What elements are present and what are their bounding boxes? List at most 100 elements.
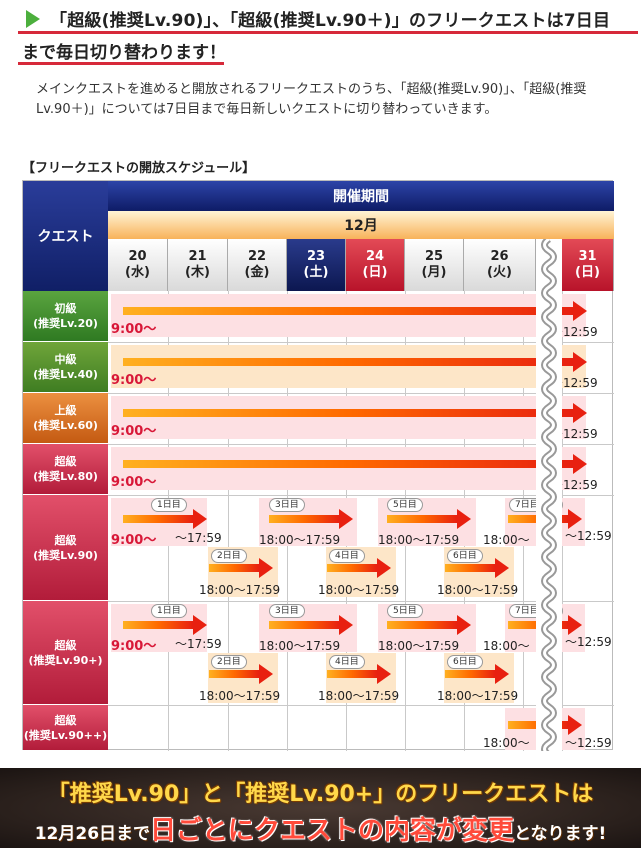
heading-arrow-icon (26, 10, 40, 28)
day-header-31: 31 (日) (562, 239, 614, 291)
time-slot-open: 18:00〜 (483, 533, 530, 547)
day-badge: 3日目 (269, 498, 305, 512)
period-arrow (123, 509, 207, 529)
row-recommended: (推奨Lv.20) (33, 317, 98, 330)
schedule-table: クエスト 開催期間 12月 20 (水) 21 (木) 22 (金) 23 (土) 24 (日) 2… (22, 180, 614, 751)
time-slot: 18:00〜17:59 (259, 533, 341, 547)
footer-date: 12月26日まで (34, 824, 151, 844)
row-level: 超級 (54, 533, 77, 547)
row-recommended: (推奨Lv.80) (33, 470, 98, 483)
end-time: 〜17:59 (175, 531, 222, 545)
row-divider (108, 601, 614, 602)
period-arrow (269, 615, 353, 635)
time-band (111, 345, 586, 388)
day-of-week: (日) (362, 265, 388, 280)
period-arrow (269, 509, 353, 529)
schedule-title: 【フリークエストの開放スケジュール】 (22, 161, 256, 176)
time-slot: 18:00〜17:59 (199, 689, 281, 703)
row-divider (108, 705, 614, 706)
day-number: 24 (365, 249, 385, 264)
row-recommended: (推奨Lv.90+) (28, 653, 103, 667)
row-level: 中級 (54, 353, 77, 366)
time-slot: 18:00〜17:59 (318, 583, 400, 597)
footer-line-1: 「推奨Lv.90」と「推奨Lv.90+」のフリークエストは (47, 782, 594, 807)
start-time: 9:00〜 (111, 475, 157, 490)
period-header: 開催期間 (108, 181, 614, 211)
day-header-20: 20 (水) (108, 239, 168, 291)
heading-line-2: まで毎日切り替わります！ (22, 43, 226, 63)
period-arrow (327, 664, 391, 684)
time-slot: 18:00〜17:59 (437, 583, 519, 597)
time-slot-open: 18:00〜 (483, 736, 530, 750)
day-number: 21 (188, 249, 207, 264)
row-divider (108, 393, 614, 394)
time-slot: 18:00〜17:59 (437, 689, 519, 703)
day-number: 20 (128, 249, 147, 264)
end-time: 〜12:59 (565, 635, 612, 649)
period-arrow (123, 301, 587, 321)
footer-suffix: となります! (514, 824, 607, 844)
row-label-2: 中級 (推奨Lv.40) (23, 342, 108, 393)
time-band (111, 447, 586, 490)
row-divider (108, 495, 614, 496)
day-badge: 5日目 (387, 604, 423, 618)
row-label-3: 上級 (推奨Lv.60) (23, 393, 108, 444)
day-badge: 5日目 (387, 498, 423, 512)
day-header-25: 25 (月) (405, 239, 464, 291)
row-label-5: 超級 (推奨Lv.90) (23, 495, 108, 601)
day-header-26: 26 (火) (464, 239, 536, 291)
heading-underline-2 (18, 62, 224, 65)
end-time: 〜12:59 (551, 427, 598, 441)
period-arrow (123, 615, 207, 635)
quest-column-header: クエスト (23, 181, 108, 291)
time-slot-open: 18:00〜 (483, 639, 530, 653)
end-time: 〜17:59 (175, 637, 222, 651)
day-header-24: 24 (日) (346, 239, 405, 291)
row-recommended: (推奨Lv.40) (33, 368, 98, 381)
start-time: 9:00〜 (111, 424, 157, 439)
day-badge: 4日目 (329, 549, 365, 563)
end-time: 〜12:59 (551, 376, 598, 390)
day-of-week: (木) (185, 265, 210, 280)
row-level: 超級 (54, 455, 77, 468)
row-level: 超級 (54, 638, 77, 652)
row-recommended: (推奨Lv.90) (33, 548, 98, 562)
day-badge: 2日目 (211, 549, 247, 563)
row-divider (108, 342, 614, 343)
day-badge: 6日目 (447, 549, 483, 563)
time-slot: 18:00〜17:59 (259, 639, 341, 653)
footer-highlight: 日ごとにクエストの内容が変更 (150, 816, 515, 846)
period-arrow (123, 403, 587, 423)
end-time: 〜12:59 (565, 736, 612, 750)
footer-banner: 「推奨Lv.90」と「推奨Lv.90+」のフリークエストは 12月26日まで日ご… (0, 768, 641, 848)
start-time: 9:00〜 (111, 373, 157, 388)
start-time: 9:00〜 (111, 639, 157, 654)
row-recommended: (推奨Lv.60) (33, 419, 98, 432)
row-level: 上級 (54, 404, 77, 417)
heading-underline-1 (18, 31, 638, 34)
row-level: 超級 (54, 713, 77, 727)
intro-paragraph: メインクエストを進めると開放されるフリークエストのうち、「超級(推奨Lv.90)… (36, 82, 587, 117)
day-badge: 6日目 (447, 655, 483, 669)
day-badge: 3日目 (269, 604, 305, 618)
end-time: 〜12:59 (551, 478, 598, 492)
time-band (111, 396, 586, 439)
period-arrow (327, 558, 391, 578)
month-header: 12月 (108, 211, 614, 239)
day-header-23: 23 (土) (287, 239, 346, 291)
day-badge: 1日目 (151, 604, 187, 618)
time-slot: 18:00〜17:59 (378, 639, 460, 653)
day-number: 22 (247, 249, 267, 264)
row-divider (108, 444, 614, 445)
day-of-week: (土) (303, 265, 329, 280)
column-divider (228, 291, 229, 751)
period-arrow (445, 558, 509, 578)
day-of-week: (水) (125, 265, 150, 280)
day-number: 31 (578, 249, 597, 264)
time-band (111, 294, 586, 337)
start-time: 9:00〜 (111, 322, 157, 337)
row-label-7: 超級 (推奨Lv.90++) (23, 705, 108, 751)
day-of-week: (日) (575, 265, 600, 280)
end-time: 〜12:59 (565, 529, 612, 543)
heading-line-1: 「超級(推奨Lv.90)」、「超級(推奨Lv.90＋)」のフリークエストは7日目 (50, 11, 611, 31)
